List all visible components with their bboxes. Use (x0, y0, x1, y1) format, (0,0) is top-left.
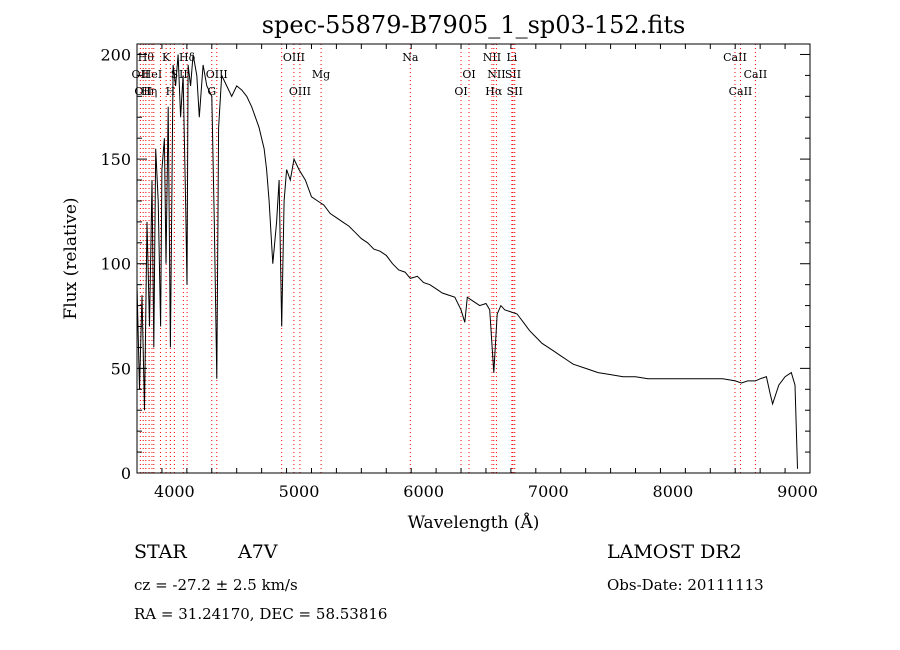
coordinates-label: RA = 31.24170, DEC = 58.53816 (134, 605, 388, 623)
obs-date-label: Obs-Date: 20111113 (607, 576, 764, 594)
line-marker-label: OI (462, 68, 475, 81)
plot-frame (136, 43, 811, 474)
line-marker-label: OIII (206, 68, 228, 81)
y-axis-label: Flux (relative) (61, 197, 81, 319)
survey-label: LAMOST DR2 (607, 541, 742, 563)
line-marker-label: II (179, 68, 188, 81)
x-tick-label: 9000 (777, 482, 818, 501)
y-tick-label: 150 (100, 150, 131, 169)
line-marker-label: OII (134, 85, 152, 98)
line-marker-label: Hα (485, 85, 503, 98)
object-type-label: STAR (134, 541, 187, 563)
y-tick-label: 0 (121, 464, 131, 483)
line-marker-label: NII (487, 68, 505, 81)
line-marker-label: K (162, 51, 171, 64)
line-marker-label: Hδ (179, 51, 196, 64)
x-axis-label: Wavelength (Å) (408, 512, 540, 533)
chart-title: spec-55879-B7905_1_sp03-152.fits (262, 11, 686, 39)
line-marker-label: OI (454, 85, 467, 98)
line-marker-label: OIII (289, 85, 311, 98)
spectral-class-label: A7V (238, 541, 278, 563)
line-marker-label: HeI (142, 68, 162, 81)
line-marker-label: NII (483, 51, 501, 64)
line-marker-label: OII (132, 68, 150, 81)
line-marker-label: SII (505, 68, 521, 81)
line-marker-label: Hη (141, 85, 157, 98)
line-marker-label: CaII (729, 85, 753, 98)
line-marker-label: OIII (283, 51, 305, 64)
line-marker-label: SII (507, 85, 523, 98)
y-tick-label: 50 (111, 359, 131, 378)
line-marker-label: CaII (744, 68, 768, 81)
redshift-label: cz = -27.2 ± 2.5 km/s (134, 576, 298, 594)
spectrum-line (136, 54, 798, 469)
line-marker-label: CaII (723, 51, 747, 64)
x-tick-label: 7000 (528, 482, 569, 501)
y-tick-label: 100 (100, 255, 131, 274)
line-marker-label: H (166, 85, 176, 98)
x-tick-label: 6000 (403, 482, 444, 501)
x-tick-label: 4000 (154, 482, 195, 501)
line-marker-label: Mg (312, 68, 330, 81)
line-marker-label: Na (402, 51, 419, 64)
line-marker-label: G (207, 85, 216, 98)
x-tick-label: 5000 (279, 482, 320, 501)
y-tick-label: 200 (100, 45, 131, 64)
line-marker-label: Li (506, 51, 517, 64)
x-tick-label: 8000 (653, 482, 694, 501)
